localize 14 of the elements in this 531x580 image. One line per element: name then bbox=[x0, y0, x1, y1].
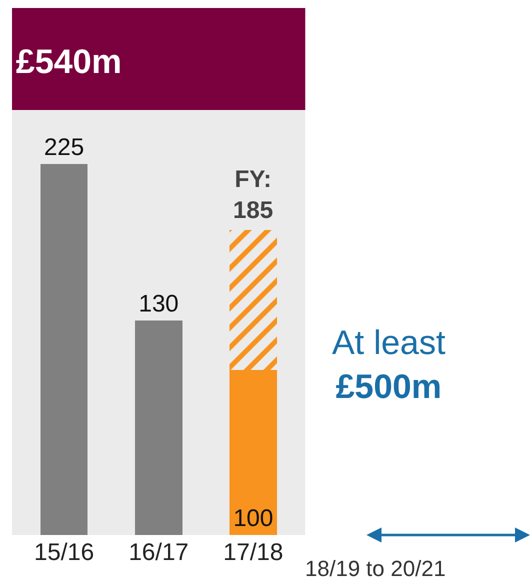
text: 18/19 to 20/21 bbox=[305, 556, 446, 580]
data-label: 100 bbox=[233, 505, 274, 532]
chart-title: £540m bbox=[16, 42, 122, 81]
x-tick-label: 17/18 bbox=[223, 539, 284, 566]
bar bbox=[134, 320, 182, 535]
x-tick-label: 15/16 bbox=[34, 539, 94, 566]
bar bbox=[40, 164, 88, 535]
data-label: 130 bbox=[138, 290, 179, 318]
x-tick-label: 16/17 bbox=[128, 539, 189, 566]
text: At least £500m bbox=[332, 324, 446, 406]
bar bbox=[230, 230, 277, 370]
bar bbox=[230, 370, 277, 535]
total-label: FY: 185 bbox=[233, 166, 274, 224]
data-label: 225 bbox=[44, 134, 84, 161]
